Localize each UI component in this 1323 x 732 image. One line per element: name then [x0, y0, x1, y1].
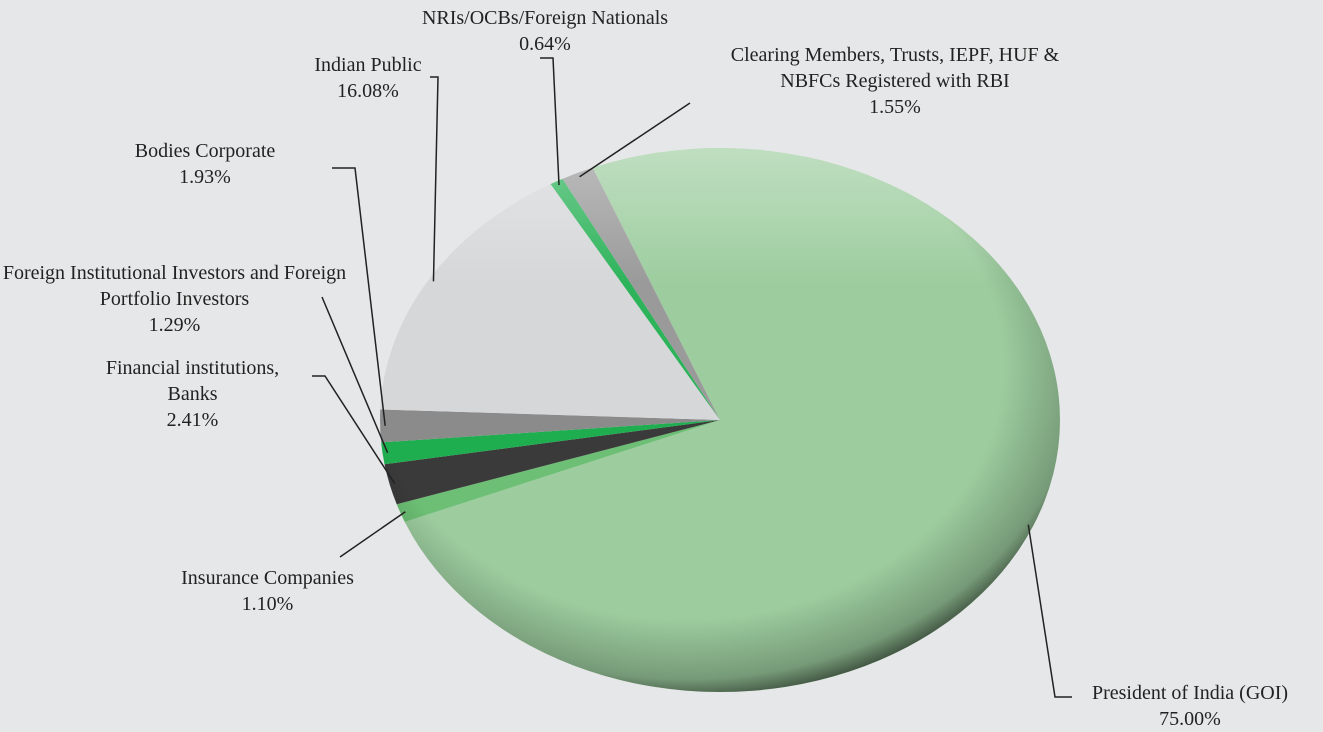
value-label: 1.29%	[148, 314, 201, 336]
leader-line	[332, 167, 386, 426]
leader-line	[540, 57, 560, 186]
slice-label: Indian Public 16.08%	[290, 52, 446, 104]
value-label: 1.93%	[179, 166, 231, 188]
value-label: 0.64%	[519, 33, 571, 55]
value-label: 2.41%	[166, 409, 219, 431]
leaders	[312, 57, 1072, 698]
category-label: NRIs/OCBs/Foreign Nationals	[421, 7, 669, 29]
leader-line	[321, 296, 389, 454]
slice-label: President of India (GOI) 75.00%	[1070, 680, 1310, 732]
leader-line	[1027, 524, 1072, 698]
slice-label: Foreign Institutional Investors and Fore…	[2, 260, 347, 338]
value-label: 1.55%	[869, 96, 921, 118]
category-label: Foreign Institutional Investors and Fore…	[2, 262, 347, 310]
category-label: Clearing Members, Trusts, IEPF, HUF & NB…	[730, 44, 1060, 92]
leader-line	[312, 375, 396, 484]
category-label: Insurance Companies	[181, 567, 354, 589]
slice-label: Financial institutions, Banks 2.41%	[85, 355, 300, 433]
category-label: Financial institutions, Banks	[105, 357, 280, 405]
leader-line	[430, 76, 439, 282]
slice-label: Clearing Members, Trusts, IEPF, HUF & NB…	[716, 42, 1074, 120]
slice-label: NRIs/OCBs/Foreign Nationals 0.64%	[385, 5, 705, 57]
slices	[380, 148, 1061, 693]
value-label: 1.10%	[241, 593, 294, 615]
slice-label: Bodies Corporate 1.93%	[105, 138, 305, 190]
value-label: 16.08%	[337, 80, 399, 102]
leader-line	[579, 102, 691, 178]
category-label: President of India (GOI)	[1091, 682, 1289, 704]
slice-label: Insurance Companies 1.10%	[150, 565, 385, 617]
category-label: Bodies Corporate	[134, 140, 276, 162]
category-label: Indian Public	[314, 54, 422, 76]
value-label: 75.00%	[1159, 708, 1221, 730]
leader-line	[339, 511, 406, 558]
